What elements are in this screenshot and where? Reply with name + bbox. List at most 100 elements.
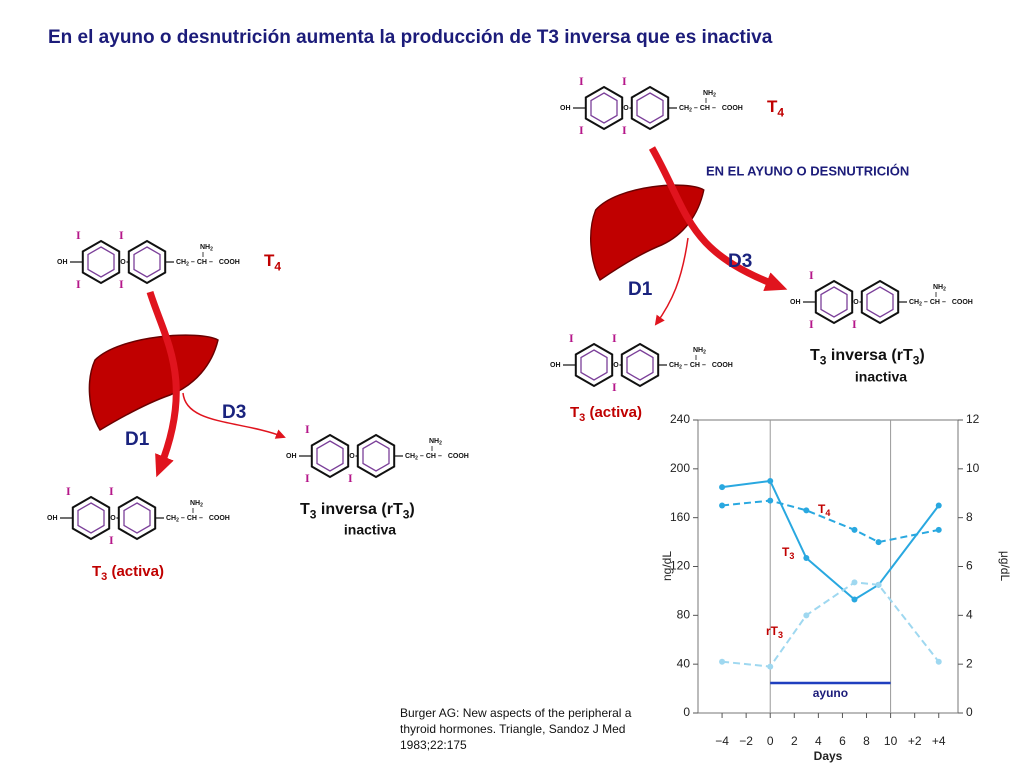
d1-product-label: T3 (activa) [92,563,164,583]
ether: O [110,515,116,522]
ring [81,239,121,285]
enzyme-d3: D3 [222,402,246,423]
x-tick-label: 10 [884,734,898,748]
text-part: – [191,259,195,266]
ether: O [623,105,629,112]
y-tick-label: 160 [670,510,690,524]
text-part: ) [409,501,414,518]
y-tick-label: 40 [677,656,691,670]
text-part: 3 [579,412,585,424]
ether: O [613,362,619,369]
text-part: 2 [415,456,418,462]
text-part: 3 [101,571,107,583]
hydroxyl: OH [790,299,801,306]
text-part: CH [187,515,197,522]
text-part: T [570,404,579,421]
amine: NH2 [693,347,706,356]
x-tick-label: −4 [715,734,729,748]
data-point [851,526,858,533]
data-point [719,658,726,665]
d3-product-label: T3 inversa (rT3) [300,501,415,521]
text-part: CH [669,362,679,369]
amine: NH2 [703,90,716,99]
text-part: ) [919,347,924,364]
arrow-d1 [146,290,180,478]
side-chain: CH2– CH – COOH [669,362,733,371]
iodine: I [305,471,310,485]
text-part: – [438,453,442,460]
series-line [721,479,940,601]
amine: NH2 [190,500,203,509]
hydroxyl: OH [560,105,571,112]
citation-line: 1983;22:175 [400,738,467,752]
side-chain: CH2– CH – COOH [679,105,743,114]
text-part: 2 [210,247,213,253]
iodine: I [622,74,627,88]
data-point [767,663,774,670]
text-part: – [712,105,716,112]
substrate-label: T4 [264,251,281,273]
text-part: 3 [820,354,827,368]
data-point [767,497,774,504]
ring-inner [362,440,390,472]
y-axis-label: ng/dL [660,551,674,581]
text-part: CH [197,259,207,266]
text-part: T [767,97,778,116]
text-part: NH [703,90,713,97]
text-part: – [924,299,928,306]
y-tick-label: 0 [683,705,690,719]
ether: O [120,259,126,266]
chart: 0 40 80 120 160 200 240 0 2 4 6 8 10 12 −4 −2 0 2 4 6 8 10 +2 +… [660,412,1012,763]
text-part: inversa (rT [316,501,402,518]
text-part: COOH [952,299,973,306]
ring [620,342,660,388]
text-part: – [181,515,185,522]
ring [630,85,670,131]
y2-tick-label: 4 [966,608,973,622]
ether: O [349,453,355,460]
x-tick-label: 6 [839,734,846,748]
iodine: I [569,331,574,345]
iodine: I [612,331,617,345]
text-part: COOH [712,362,733,369]
hydroxyl: OH [47,515,58,522]
text-part: T [782,545,790,559]
ring [356,433,396,479]
text-part: 2 [703,350,706,356]
text-part: – [694,105,698,112]
data-point [851,596,858,603]
iodine: I [109,484,114,498]
iodine: I [809,317,814,331]
x-tick-label: 8 [863,734,870,748]
y2-tick-label: 12 [966,412,980,426]
ring-inner [866,286,894,318]
citation: Burger AG: New aspects of the peripheral… [400,706,632,752]
iodine: I [809,268,814,282]
x-tick-label: 0 [767,734,774,748]
text-part: CH [426,453,436,460]
ring [814,279,854,325]
ring-inner [77,502,105,534]
d3-note: inactiva [855,369,907,385]
condition: EN EL AYUNO O DESNUTRICIÓN [706,163,909,178]
text-part: CH [166,515,176,522]
text-part: COOH [722,105,743,112]
ring-inner [626,349,654,381]
iodine: I [109,533,114,547]
iodine: I [348,471,353,485]
y2-axis-label: μg/dL [998,551,1012,582]
text-part: 2 [176,518,179,524]
text-part: CH [700,105,710,112]
text-part: – [209,259,213,266]
side-chain: CH2– CH – COOH [909,299,973,308]
y2-tick-label: 0 [966,705,973,719]
iodine: I [66,484,71,498]
data-point [875,581,882,588]
text-part: 2 [943,287,946,293]
y2-tick-label: 10 [966,461,980,475]
text-part: (activa) [107,563,164,580]
